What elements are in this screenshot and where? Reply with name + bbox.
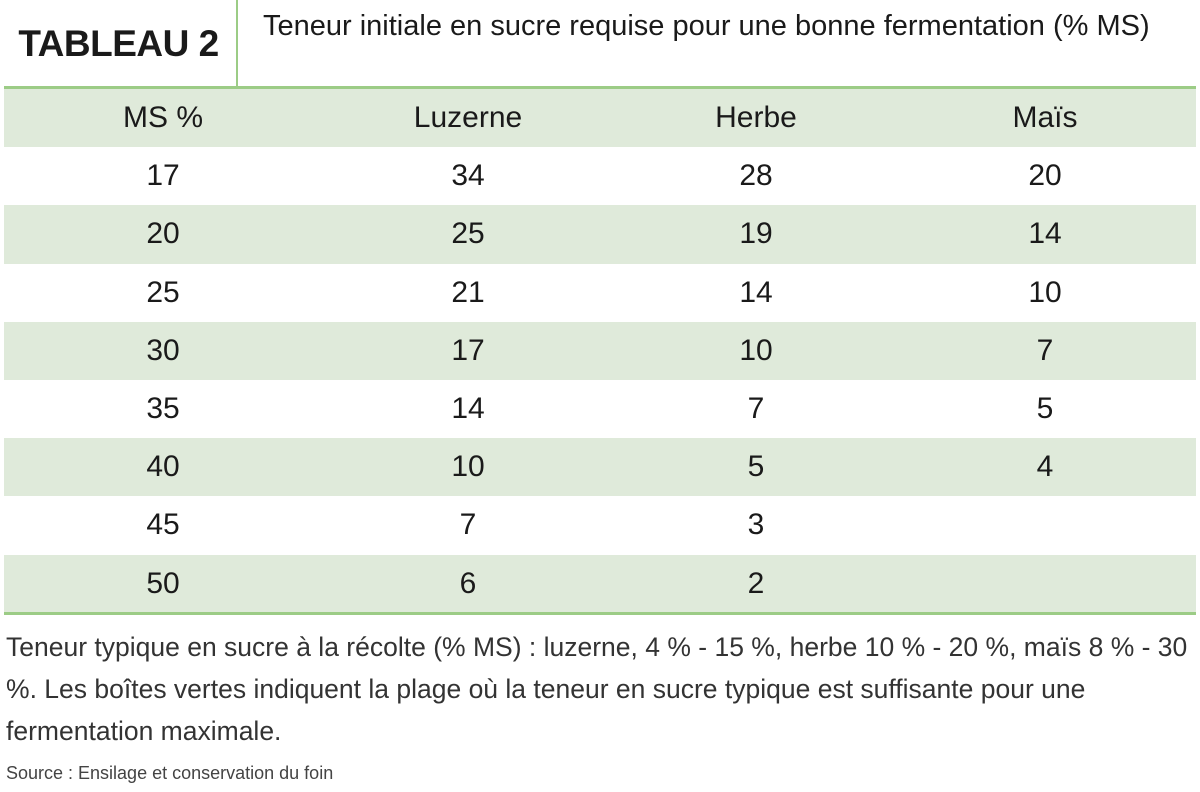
table-cell: 6 bbox=[459, 566, 477, 600]
table-cell: 14 bbox=[739, 275, 773, 309]
table-row: 17 34 28 20 bbox=[4, 147, 1196, 205]
table-row: 40 10 5 4 bbox=[4, 438, 1196, 497]
table-row: 35 14 7 5 bbox=[4, 380, 1196, 438]
table-cell: 17 bbox=[146, 159, 180, 193]
table-row: 50 6 2 bbox=[4, 554, 1196, 613]
table-cell: 28 bbox=[739, 159, 773, 193]
table-title: Teneur initiale en sucre requise pour un… bbox=[263, 10, 1150, 42]
column-header: Maïs bbox=[1012, 101, 1078, 135]
table-cell: 14 bbox=[1028, 217, 1062, 251]
source: Source : Ensilage et conservation du foi… bbox=[6, 763, 334, 783]
column-header: Herbe bbox=[715, 101, 797, 135]
column-header: Luzerne bbox=[413, 101, 523, 135]
table-cell: 3 bbox=[747, 508, 765, 542]
table-row: 20 25 19 14 bbox=[4, 205, 1196, 264]
table-cell: 5 bbox=[1036, 392, 1054, 426]
table-cell: 21 bbox=[451, 275, 485, 309]
table-row: 30 17 10 7 bbox=[4, 321, 1196, 380]
table-cell: 25 bbox=[451, 217, 485, 251]
table-cell: 20 bbox=[1028, 159, 1062, 193]
table-cell: 2 bbox=[747, 566, 765, 600]
table-cell: 25 bbox=[146, 275, 180, 309]
table-cell: 7 bbox=[747, 392, 765, 426]
table-cell: 30 bbox=[146, 333, 180, 367]
table-row: 45 7 3 bbox=[4, 496, 1196, 554]
table-cell: 14 bbox=[451, 392, 485, 426]
divider bbox=[236, 0, 238, 87]
divider bbox=[4, 86, 1196, 89]
table-cell: 10 bbox=[1028, 275, 1062, 309]
table-cell: 10 bbox=[451, 450, 485, 484]
table-cell: 34 bbox=[451, 159, 485, 193]
table-cell: 35 bbox=[146, 392, 180, 426]
table: MS % Luzerne Herbe Maïs 17 34 28 20 20 25 19 14 25 21… bbox=[4, 89, 1196, 613]
table-cell: 17 bbox=[451, 333, 485, 367]
table-cell: 19 bbox=[739, 217, 773, 251]
table-cell: 5 bbox=[747, 450, 765, 484]
divider bbox=[4, 612, 1196, 615]
table-cell: 7 bbox=[459, 508, 477, 542]
footnote: Teneur typique en sucre à la récolte (% … bbox=[6, 632, 1188, 746]
table-cell: 7 bbox=[1036, 333, 1054, 367]
table-cell: 50 bbox=[146, 566, 180, 600]
table-cell: 4 bbox=[1036, 450, 1054, 484]
table-cell: 10 bbox=[739, 333, 773, 367]
table-cell: 40 bbox=[146, 450, 180, 484]
table-label: TABLEAU 2 bbox=[18, 22, 219, 64]
column-header: MS % bbox=[122, 101, 204, 135]
header-row: MS % Luzerne Herbe Maïs bbox=[4, 89, 1196, 148]
table-cell: 20 bbox=[146, 217, 180, 251]
table-cell: 45 bbox=[146, 508, 180, 542]
table-row: 25 21 14 10 bbox=[4, 264, 1196, 322]
